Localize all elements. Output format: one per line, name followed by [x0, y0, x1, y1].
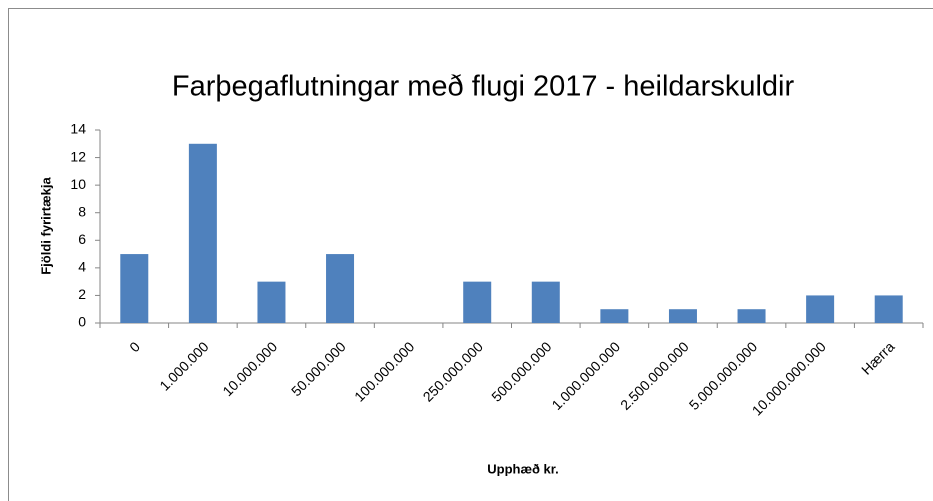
bar	[257, 281, 286, 323]
bar	[463, 281, 492, 323]
y-tick-label: 14	[70, 121, 86, 137]
bar	[668, 309, 697, 323]
bar	[531, 281, 560, 323]
bar	[120, 254, 149, 323]
y-tick-label: 8	[78, 203, 86, 219]
y-tick-label: 0	[78, 314, 86, 330]
chart-border	[8, 8, 933, 501]
y-tick-label: 10	[70, 176, 86, 192]
y-tick-label: 2	[78, 286, 86, 302]
bar	[188, 143, 217, 323]
y-tick-label: 6	[78, 231, 86, 247]
y-tick-label: 12	[70, 148, 86, 164]
bar	[600, 309, 629, 323]
bar	[806, 295, 835, 323]
y-tick-label: 4	[78, 259, 86, 275]
chart-title: Farþegaflutningar með flugi 2017 - heild…	[172, 71, 795, 103]
y-axis-title: Fjöldi fyrirtækja	[38, 176, 53, 274]
bar	[326, 254, 355, 323]
bar	[737, 309, 766, 323]
x-axis-title: Upphæð kr.	[487, 461, 559, 476]
bar	[874, 295, 903, 323]
